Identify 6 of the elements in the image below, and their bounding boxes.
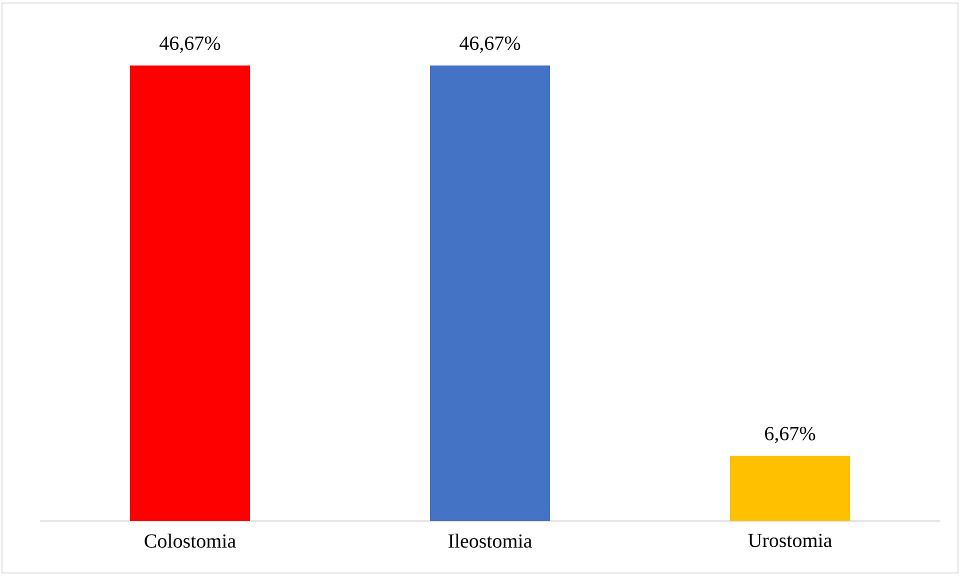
x-tick-label: Colostomia [144,534,236,548]
data-label: 6,67% [765,426,816,444]
data-label: 46,67% [460,36,520,53]
data-label: 46,67% [160,36,220,53]
x-tick-label: Urostomia [748,534,832,548]
x-tick-label: Ileostomia [448,534,532,548]
